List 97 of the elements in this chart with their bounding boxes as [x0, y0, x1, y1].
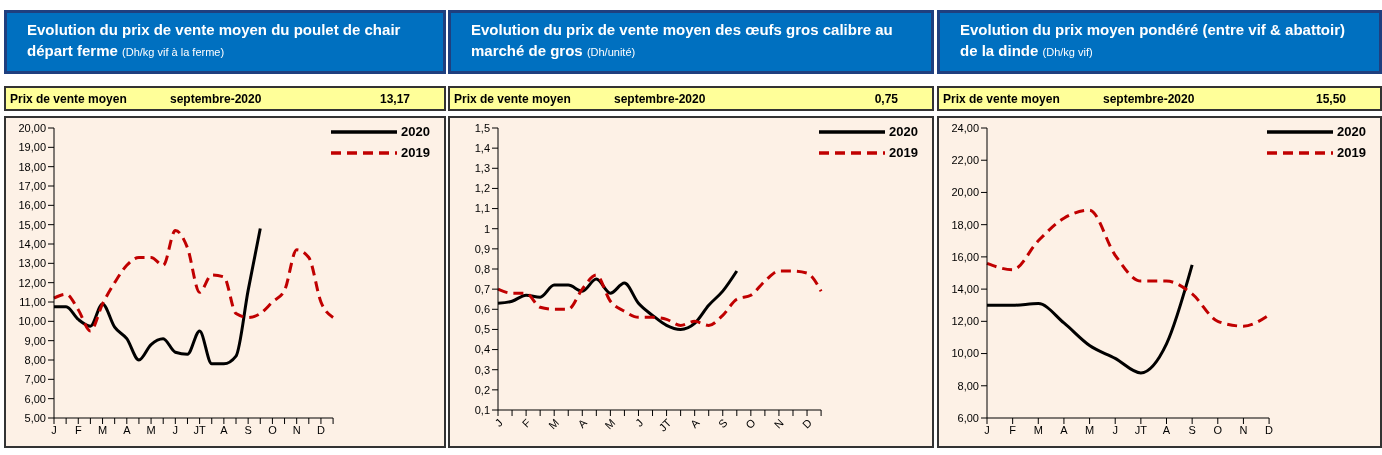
x-tick-label: M: [1033, 423, 1043, 436]
y-tick-label: 12,00: [951, 315, 979, 328]
x-tick-label: N: [771, 416, 786, 431]
x-tick-label: A: [575, 415, 590, 431]
y-tick-label: 1,5: [474, 121, 490, 134]
x-tick-label: N: [1239, 423, 1248, 436]
y-tick-label: 0,4: [474, 343, 490, 356]
x-tick-label: D: [1265, 423, 1274, 436]
x-tick-label: M: [1084, 423, 1095, 436]
chart-subtitle: (Dh/kg vif): [1042, 46, 1093, 58]
x-tick-label: S: [1188, 423, 1196, 436]
y-tick-label: 18,00: [951, 218, 979, 231]
y-tick-label: 16,00: [18, 199, 46, 212]
x-tick-label: D: [316, 423, 325, 436]
text: 2019: [889, 145, 918, 160]
x-tick-label: JT: [1134, 423, 1148, 436]
text: 2020: [401, 124, 430, 139]
x-tick-label: J: [51, 423, 57, 436]
y-tick-label: 7,00: [24, 373, 46, 386]
y-tick-label: 13,00: [18, 257, 46, 270]
x-tick-label: S: [244, 423, 252, 436]
y-tick-label: 14,00: [18, 237, 46, 250]
y-tick-label: 24,00: [951, 121, 979, 134]
y-tick-label: 16,00: [951, 250, 979, 263]
chart-subtitle: (Dh/unité): [586, 46, 636, 58]
y-tick-label: 15,00: [18, 218, 46, 231]
text: Prix de vente moyen: [454, 91, 572, 106]
y-tick-label: 1,4: [474, 142, 490, 155]
x-tick-label: J: [633, 416, 646, 429]
y-tick-label: 6,00: [957, 411, 979, 424]
line-series: [496, 269, 823, 327]
x-tick-label: JT: [193, 423, 206, 436]
y-tick-label: 8,00: [24, 353, 46, 366]
y-tick-label: 0,9: [474, 242, 490, 255]
line-series: [52, 228, 335, 333]
text: septembre-2020: [170, 91, 263, 106]
y-tick-label: 1,2: [474, 182, 490, 195]
x-tick-label: M: [602, 416, 618, 432]
y-tick-label: 0,7: [474, 283, 490, 296]
y-tick-label: 12,00: [18, 276, 46, 289]
x-tick-label: F: [1009, 423, 1017, 436]
text: 15,50: [1315, 91, 1346, 106]
y-tick-label: 22,00: [951, 154, 979, 167]
y-tick-label: 0,2: [474, 383, 490, 396]
y-tick-label: 20,00: [951, 186, 979, 199]
text: 2020: [889, 124, 918, 139]
y-tick-label: 14,00: [951, 283, 979, 296]
x-tick-label: S: [716, 416, 730, 431]
text: septembre-2020: [614, 91, 707, 106]
y-tick-label: 11,00: [19, 295, 46, 308]
y-tick-label: 20,00: [18, 121, 46, 134]
x-tick-label: O: [743, 416, 759, 431]
x-tick-label: A: [1060, 423, 1069, 436]
x-tick-label: A: [687, 415, 703, 431]
y-tick-label: 1: [483, 222, 490, 235]
y-tick-label: 5,00: [24, 411, 46, 424]
x-tick-label: F: [74, 423, 82, 436]
text: 2019: [401, 145, 430, 160]
y-tick-label: 0,5: [474, 323, 490, 336]
text: 13,17: [379, 91, 410, 106]
text: 2020: [1337, 124, 1366, 139]
x-tick-label: M: [546, 416, 562, 432]
x-tick-label: J: [172, 423, 179, 436]
y-tick-label: 1,1: [474, 202, 490, 215]
y-tick-label: 0,3: [474, 363, 490, 376]
chart-subtitle: (Dh/kg vif à la ferme): [122, 46, 225, 58]
y-tick-label: 0,6: [474, 303, 490, 316]
y-tick-label: 10,00: [18, 315, 46, 328]
x-tick-label: JT: [656, 416, 674, 434]
y-tick-label: 9,00: [24, 334, 46, 347]
y-tick-label: 0,8: [474, 262, 490, 275]
y-tick-label: 18,00: [18, 160, 46, 173]
y-tick-label: 10,00: [951, 347, 979, 360]
y-tick-label: 19,00: [18, 141, 46, 154]
x-tick-label: A: [1162, 423, 1171, 436]
x-tick-label: D: [799, 416, 814, 431]
text: septembre-2020: [1103, 91, 1196, 106]
text: Prix de vente moyen: [943, 91, 1061, 106]
y-tick-label: 6,00: [24, 392, 46, 405]
x-tick-label: A: [220, 423, 229, 436]
text: 0,75: [874, 91, 898, 106]
text: Prix de vente moyen: [10, 91, 128, 106]
x-tick-label: M: [97, 423, 108, 436]
y-tick-label: 1,3: [474, 162, 490, 175]
y-tick-label: 8,00: [957, 379, 979, 392]
text: 2019: [1337, 145, 1366, 160]
x-tick-label: J: [492, 416, 505, 429]
x-tick-label: J: [984, 423, 990, 436]
y-tick-label: 17,00: [18, 179, 46, 192]
x-tick-label: O: [268, 423, 278, 436]
y-tick-label: 0,1: [474, 403, 490, 416]
x-tick-label: O: [1213, 423, 1223, 436]
x-tick-label: M: [146, 423, 156, 436]
x-tick-label: F: [519, 416, 534, 430]
x-tick-label: A: [123, 423, 132, 436]
x-tick-label: N: [292, 423, 301, 436]
x-tick-label: J: [1112, 423, 1118, 436]
